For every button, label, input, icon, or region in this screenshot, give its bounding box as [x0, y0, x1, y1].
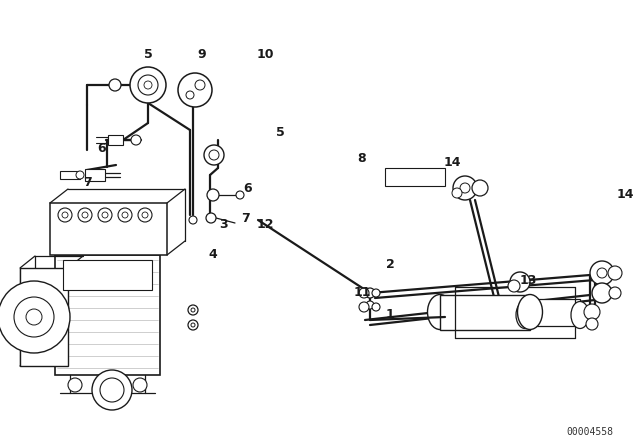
- Text: 4: 4: [209, 249, 218, 262]
- Bar: [525, 299, 580, 326]
- Circle shape: [0, 281, 70, 353]
- Circle shape: [188, 320, 198, 330]
- Text: 14: 14: [616, 189, 634, 202]
- Circle shape: [109, 79, 121, 91]
- Circle shape: [76, 171, 84, 179]
- Text: 13: 13: [519, 273, 537, 287]
- Bar: [108, 135, 123, 145]
- Circle shape: [207, 189, 219, 201]
- Circle shape: [365, 288, 375, 298]
- Text: 6: 6: [98, 142, 106, 155]
- Circle shape: [142, 212, 148, 218]
- Circle shape: [131, 135, 141, 145]
- Circle shape: [209, 150, 219, 160]
- Text: 2: 2: [386, 258, 394, 271]
- Text: 5: 5: [276, 126, 284, 139]
- Circle shape: [195, 80, 205, 90]
- Circle shape: [592, 283, 612, 303]
- Circle shape: [597, 268, 607, 278]
- Circle shape: [510, 272, 530, 292]
- Circle shape: [130, 67, 166, 103]
- Circle shape: [372, 289, 380, 297]
- Circle shape: [584, 304, 600, 320]
- Circle shape: [366, 301, 374, 309]
- Circle shape: [14, 297, 54, 337]
- Circle shape: [92, 370, 132, 410]
- Circle shape: [359, 288, 369, 298]
- Circle shape: [133, 378, 147, 392]
- Circle shape: [58, 208, 72, 222]
- Circle shape: [100, 378, 124, 402]
- Circle shape: [460, 183, 470, 193]
- Circle shape: [206, 213, 216, 223]
- Circle shape: [178, 73, 212, 107]
- Text: 7: 7: [241, 211, 250, 224]
- Circle shape: [204, 145, 224, 165]
- Text: 00004558: 00004558: [566, 427, 614, 437]
- Circle shape: [102, 212, 108, 218]
- Circle shape: [609, 287, 621, 299]
- Circle shape: [452, 188, 462, 198]
- Circle shape: [26, 309, 42, 325]
- Circle shape: [98, 208, 112, 222]
- Circle shape: [78, 208, 92, 222]
- Circle shape: [236, 191, 244, 199]
- Circle shape: [82, 212, 88, 218]
- Circle shape: [138, 208, 152, 222]
- Circle shape: [188, 305, 198, 315]
- Bar: [63, 260, 152, 290]
- Circle shape: [122, 212, 128, 218]
- Circle shape: [191, 308, 195, 312]
- Text: 12: 12: [256, 219, 274, 232]
- Circle shape: [140, 265, 150, 275]
- Circle shape: [62, 212, 68, 218]
- Circle shape: [144, 81, 152, 89]
- Text: 9: 9: [198, 48, 206, 61]
- Circle shape: [70, 265, 80, 275]
- Circle shape: [68, 378, 82, 392]
- Circle shape: [105, 265, 115, 275]
- Circle shape: [186, 91, 194, 99]
- Circle shape: [189, 216, 197, 224]
- Text: 7: 7: [84, 176, 92, 189]
- Ellipse shape: [516, 302, 534, 328]
- Circle shape: [590, 261, 614, 285]
- Circle shape: [453, 176, 477, 200]
- Text: 3: 3: [220, 219, 228, 232]
- Bar: [440, 295, 530, 330]
- Circle shape: [472, 180, 488, 196]
- Text: 11: 11: [353, 285, 371, 298]
- Circle shape: [118, 208, 132, 222]
- Text: 1: 1: [386, 309, 394, 322]
- Circle shape: [608, 266, 622, 280]
- Bar: [50, 203, 167, 255]
- Bar: [20, 268, 68, 366]
- Ellipse shape: [518, 294, 543, 329]
- Bar: [85, 169, 105, 181]
- Text: 5: 5: [143, 48, 152, 61]
- Text: 6: 6: [244, 181, 252, 194]
- Circle shape: [372, 303, 380, 311]
- Text: 10: 10: [256, 48, 274, 61]
- Circle shape: [586, 318, 598, 330]
- Bar: [55, 255, 160, 375]
- Ellipse shape: [571, 302, 589, 328]
- Circle shape: [191, 323, 195, 327]
- Bar: [60, 171, 80, 179]
- Circle shape: [508, 280, 520, 292]
- Text: 8: 8: [358, 151, 366, 164]
- Ellipse shape: [428, 294, 452, 329]
- Circle shape: [138, 75, 158, 95]
- Bar: [385, 168, 445, 186]
- Circle shape: [359, 302, 369, 312]
- Text: 14: 14: [444, 155, 461, 168]
